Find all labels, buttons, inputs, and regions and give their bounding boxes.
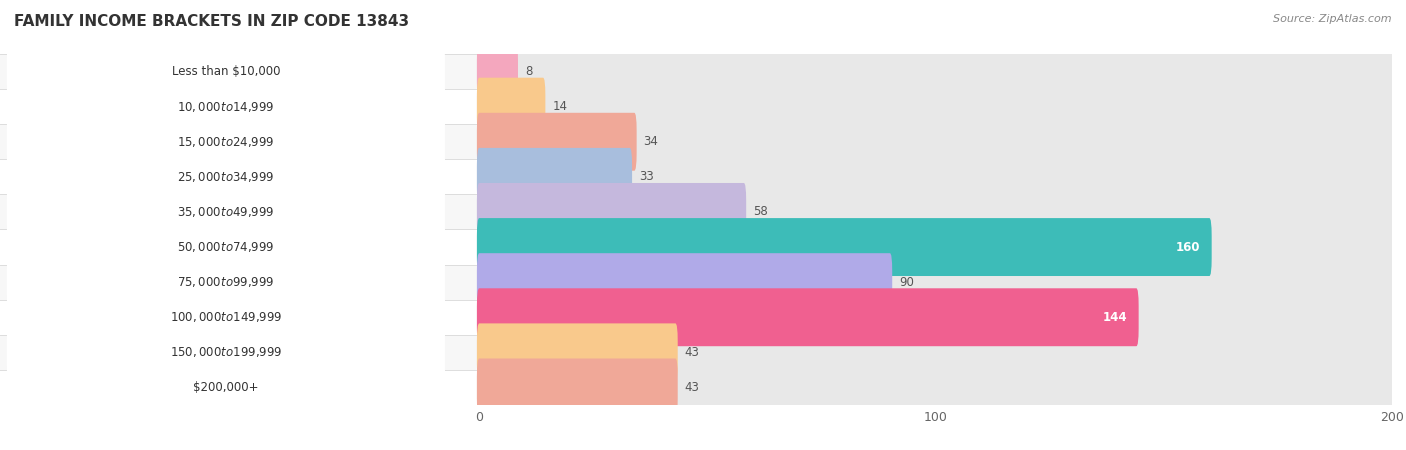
FancyBboxPatch shape xyxy=(477,218,1212,276)
Bar xyxy=(0,335,1392,370)
FancyBboxPatch shape xyxy=(477,43,1395,100)
Text: 8: 8 xyxy=(524,65,533,78)
Text: 144: 144 xyxy=(1102,311,1128,324)
FancyBboxPatch shape xyxy=(477,113,1395,171)
FancyBboxPatch shape xyxy=(477,148,633,206)
Bar xyxy=(0,159,1392,194)
FancyBboxPatch shape xyxy=(7,113,444,171)
Bar xyxy=(0,194,1392,230)
Text: $35,000 to $49,999: $35,000 to $49,999 xyxy=(177,205,274,219)
FancyBboxPatch shape xyxy=(477,359,1395,416)
FancyBboxPatch shape xyxy=(7,218,444,276)
Bar xyxy=(0,89,1392,124)
Text: Source: ZipAtlas.com: Source: ZipAtlas.com xyxy=(1274,14,1392,23)
Bar xyxy=(0,230,1392,265)
Text: 58: 58 xyxy=(754,206,768,218)
FancyBboxPatch shape xyxy=(477,359,678,416)
Text: $100,000 to $149,999: $100,000 to $149,999 xyxy=(170,310,283,324)
Bar xyxy=(0,370,1392,405)
FancyBboxPatch shape xyxy=(7,253,444,311)
Bar xyxy=(0,124,1392,159)
FancyBboxPatch shape xyxy=(7,359,444,416)
Text: FAMILY INCOME BRACKETS IN ZIP CODE 13843: FAMILY INCOME BRACKETS IN ZIP CODE 13843 xyxy=(14,14,409,28)
FancyBboxPatch shape xyxy=(477,288,1395,346)
FancyBboxPatch shape xyxy=(7,324,444,381)
Text: $25,000 to $34,999: $25,000 to $34,999 xyxy=(177,170,274,184)
Bar xyxy=(0,300,1392,335)
Text: $10,000 to $14,999: $10,000 to $14,999 xyxy=(177,99,274,114)
FancyBboxPatch shape xyxy=(477,148,1395,206)
FancyBboxPatch shape xyxy=(477,43,517,100)
FancyBboxPatch shape xyxy=(477,324,1395,381)
Text: $15,000 to $24,999: $15,000 to $24,999 xyxy=(177,135,274,149)
Text: Less than $10,000: Less than $10,000 xyxy=(172,65,280,78)
FancyBboxPatch shape xyxy=(477,324,678,381)
FancyBboxPatch shape xyxy=(7,78,444,135)
FancyBboxPatch shape xyxy=(477,78,1395,135)
FancyBboxPatch shape xyxy=(7,148,444,206)
Text: $200,000+: $200,000+ xyxy=(193,381,259,394)
FancyBboxPatch shape xyxy=(477,218,1395,276)
FancyBboxPatch shape xyxy=(477,288,1139,346)
Bar xyxy=(0,265,1392,300)
Text: $50,000 to $74,999: $50,000 to $74,999 xyxy=(177,240,274,254)
FancyBboxPatch shape xyxy=(477,253,1395,311)
FancyBboxPatch shape xyxy=(7,288,444,346)
Text: 43: 43 xyxy=(685,346,699,359)
Text: $150,000 to $199,999: $150,000 to $199,999 xyxy=(170,345,283,360)
Text: 33: 33 xyxy=(638,171,654,183)
FancyBboxPatch shape xyxy=(477,253,893,311)
FancyBboxPatch shape xyxy=(477,183,1395,241)
Text: 160: 160 xyxy=(1175,241,1201,253)
Text: 34: 34 xyxy=(644,135,658,148)
Text: $75,000 to $99,999: $75,000 to $99,999 xyxy=(177,275,274,289)
Text: 90: 90 xyxy=(898,276,914,288)
FancyBboxPatch shape xyxy=(477,183,747,241)
FancyBboxPatch shape xyxy=(7,43,444,100)
FancyBboxPatch shape xyxy=(477,78,546,135)
FancyBboxPatch shape xyxy=(477,113,637,171)
Text: 43: 43 xyxy=(685,381,699,394)
Bar xyxy=(0,54,1392,89)
Text: 14: 14 xyxy=(553,100,567,113)
FancyBboxPatch shape xyxy=(7,183,444,241)
